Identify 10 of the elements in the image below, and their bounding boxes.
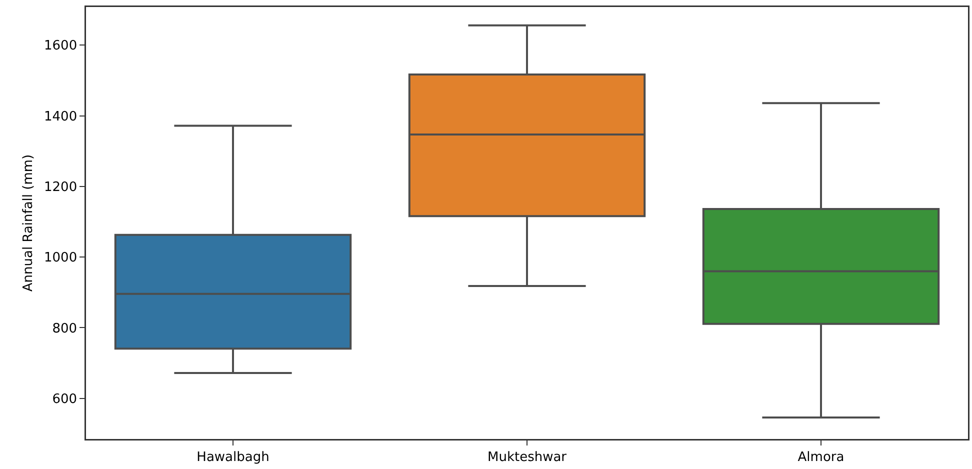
y-tick-label: 600	[52, 392, 78, 407]
x-tick-label: Almora	[798, 450, 844, 465]
y-tick-label: 1400	[44, 109, 78, 124]
y-axis-title: Annual Rainfall (mm)	[21, 154, 36, 292]
x-tick-label: Hawalbagh	[196, 450, 270, 465]
y-tick-label: 800	[52, 321, 78, 336]
x-tick-label: Mukteshwar	[487, 450, 568, 465]
y-tick-label: 1200	[44, 180, 78, 195]
y-tick-label: 1600	[44, 38, 78, 54]
y-tick-label: 1000	[44, 250, 78, 266]
